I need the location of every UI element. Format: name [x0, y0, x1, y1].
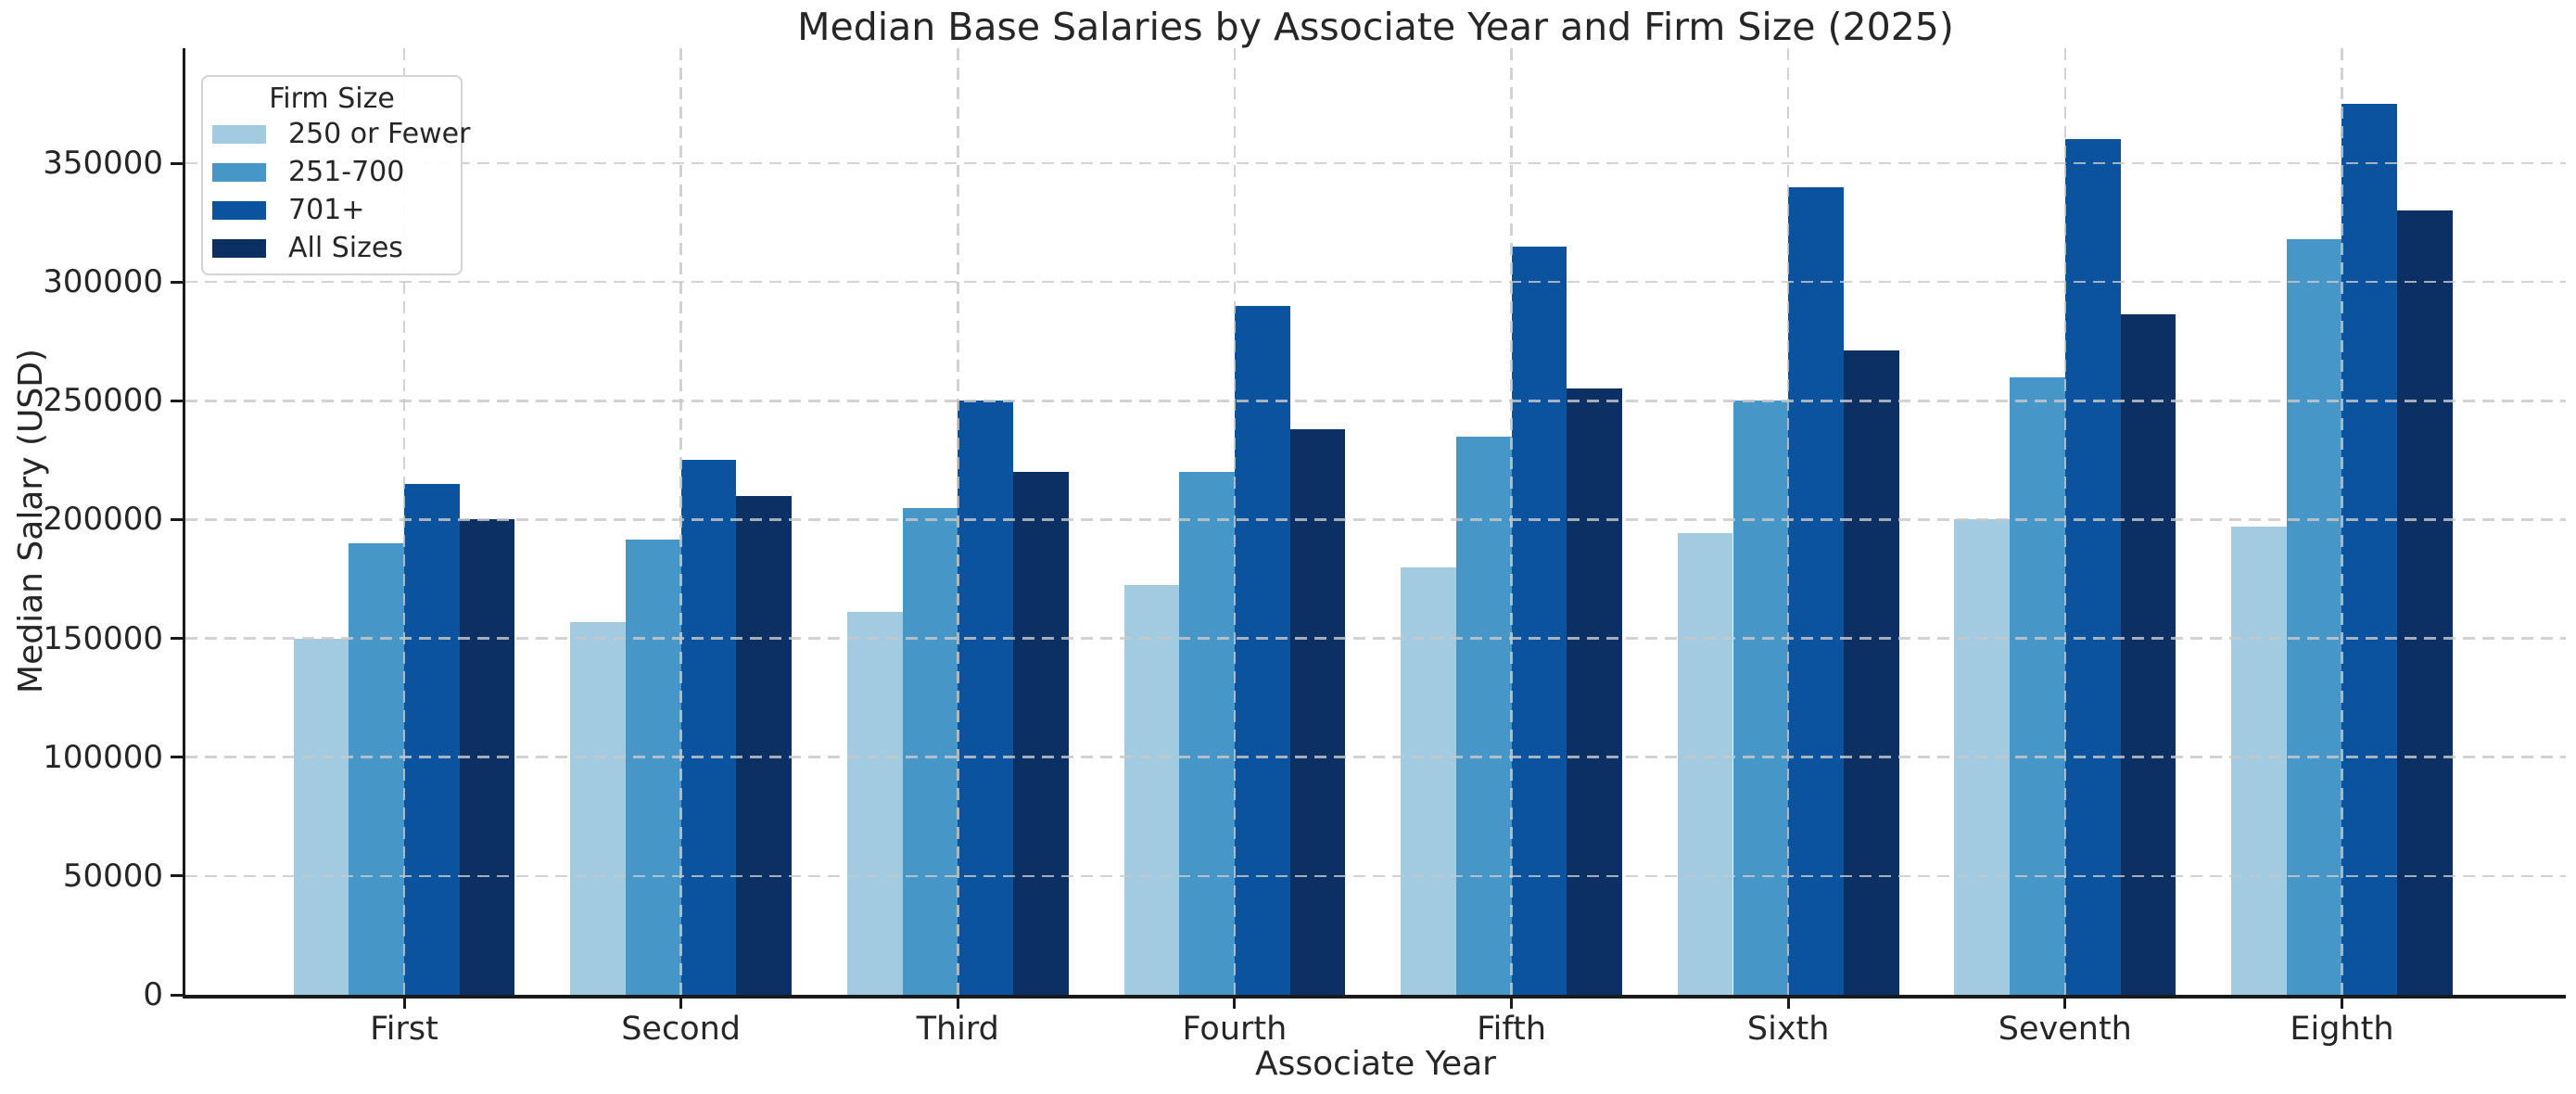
- y-tick-label: 300000: [43, 263, 163, 301]
- v-gridline: [957, 48, 959, 995]
- h-gridline: [185, 400, 2566, 402]
- h-gridline: [185, 637, 2566, 640]
- y-tick-label: 350000: [43, 145, 163, 183]
- bar-251-700-fifth: [1455, 436, 1512, 995]
- bar-all-sizes-seventh: [2120, 313, 2176, 995]
- v-gridline: [1786, 48, 1790, 995]
- h-gridline: [185, 280, 2566, 284]
- x-axis-label: Associate Year: [1255, 1045, 1496, 1083]
- y-tick-label: 0: [143, 976, 163, 1013]
- legend-swatch-251-700: [212, 162, 266, 182]
- legend: Firm Size 250 or Fewer 251-700 701+ All Siz…: [201, 75, 470, 275]
- legend-label: 250 or Fewer: [288, 117, 471, 150]
- bar-all-sizes-eighth: [2397, 210, 2453, 995]
- y-tick-label: 250000: [43, 382, 163, 420]
- h-gridline: [185, 874, 2566, 878]
- x-tick-label-fifth: Fifth: [1477, 1011, 1546, 1048]
- y-tick-mark: [171, 517, 183, 521]
- bar-250-or-fewer-second: [570, 621, 626, 995]
- v-gridline: [2341, 48, 2343, 995]
- y-tick-mark: [171, 280, 183, 284]
- bar-701-fourth: [1234, 305, 1290, 995]
- bar-all-sizes-second: [736, 495, 793, 995]
- x-tick-label-eighth: Eighth: [2290, 1011, 2394, 1048]
- bar-701-first: [404, 483, 460, 995]
- y-tick-mark: [171, 993, 183, 997]
- y-tick-mark: [171, 399, 183, 402]
- x-tick-label-seventh: Seventh: [1998, 1011, 2132, 1048]
- v-gridline: [1233, 48, 1237, 995]
- x-tick-mark: [1510, 998, 1514, 1009]
- legend-item-251-700: 251-700: [203, 153, 461, 191]
- legend-title: Firm Size: [269, 83, 395, 115]
- legend-items: 250 or Fewer 251-700 701+ All Sizes: [203, 115, 470, 267]
- legend-label: All Sizes: [288, 231, 403, 264]
- bar-251-700-seventh: [2010, 376, 2065, 995]
- legend-item-250-or-fewer: 250 or Fewer: [203, 115, 470, 153]
- bar-all-sizes-third: [1012, 472, 1069, 995]
- v-gridline: [2063, 48, 2067, 995]
- bar-251-700-third: [902, 507, 958, 995]
- bar-250-or-fewer-sixth: [1677, 532, 1733, 995]
- left-spine: [182, 48, 185, 999]
- v-gridline: [402, 48, 406, 995]
- legend-swatch-701: [212, 200, 266, 220]
- bar-250-or-fewer-third: [846, 612, 903, 995]
- x-tick-mark: [2063, 998, 2067, 1009]
- x-tick-label-third: Third: [916, 1011, 999, 1048]
- x-tick-label-first: First: [370, 1011, 438, 1048]
- bar-701-eighth: [2341, 103, 2398, 995]
- bottom-spine: [185, 995, 2566, 999]
- legend-item-701: 701+: [203, 191, 461, 229]
- y-tick-mark: [171, 637, 183, 641]
- x-tick-mark: [2340, 998, 2343, 1009]
- x-tick-mark: [402, 998, 406, 1009]
- bar-all-sizes-fifth: [1567, 388, 1622, 995]
- bar-251-700-sixth: [1732, 401, 1789, 995]
- bar-251-700-second: [625, 540, 681, 995]
- v-gridline: [1510, 48, 1513, 995]
- x-tick-mark: [679, 998, 683, 1009]
- chart-title: Median Base Salaries by Associate Year a…: [797, 5, 1954, 49]
- y-tick-mark: [171, 756, 183, 759]
- bar-250-or-fewer-eighth: [2231, 527, 2287, 995]
- bar-701-fifth: [1511, 246, 1567, 995]
- y-tick-mark: [171, 874, 183, 878]
- y-tick-mark: [171, 161, 183, 165]
- bar-251-700-eighth: [2286, 239, 2342, 995]
- bar-250-or-fewer-fourth: [1123, 584, 1180, 995]
- y-tick-label: 150000: [43, 619, 163, 657]
- bar-251-700-first: [349, 543, 404, 995]
- h-gridline: [185, 518, 2566, 521]
- legend-label: 701+: [288, 193, 365, 226]
- bar-701-seventh: [2064, 139, 2121, 995]
- v-gridline: [679, 48, 682, 995]
- bar-701-third: [958, 401, 1013, 995]
- bar-701-second: [680, 460, 737, 995]
- x-tick-label-second: Second: [621, 1011, 742, 1048]
- h-gridline: [185, 161, 2566, 165]
- y-tick-label: 50000: [62, 857, 163, 895]
- bar-all-sizes-fourth: [1289, 429, 1346, 995]
- x-tick-label-sixth: Sixth: [1746, 1011, 1830, 1048]
- bar-251-700-fourth: [1179, 472, 1235, 995]
- bar-250-or-fewer-fifth: [1401, 566, 1456, 995]
- x-tick-mark: [956, 998, 959, 1009]
- h-gridline: [185, 756, 2566, 758]
- bar-701-sixth: [1788, 186, 1844, 995]
- bar-all-sizes-sixth: [1843, 350, 1899, 995]
- legend-swatch-all-sizes: [212, 238, 266, 258]
- y-tick-label: 100000: [43, 738, 163, 776]
- x-tick-mark: [1233, 998, 1237, 1009]
- legend-item-all-sizes: All Sizes: [203, 229, 461, 267]
- x-tick-mark: [1786, 998, 1790, 1009]
- legend-label: 251-700: [288, 155, 405, 188]
- legend-swatch-250-or-fewer: [212, 124, 266, 144]
- y-tick-label: 200000: [43, 501, 163, 539]
- x-tick-label-fourth: Fourth: [1182, 1011, 1288, 1048]
- bar-250-or-fewer-first: [293, 638, 349, 995]
